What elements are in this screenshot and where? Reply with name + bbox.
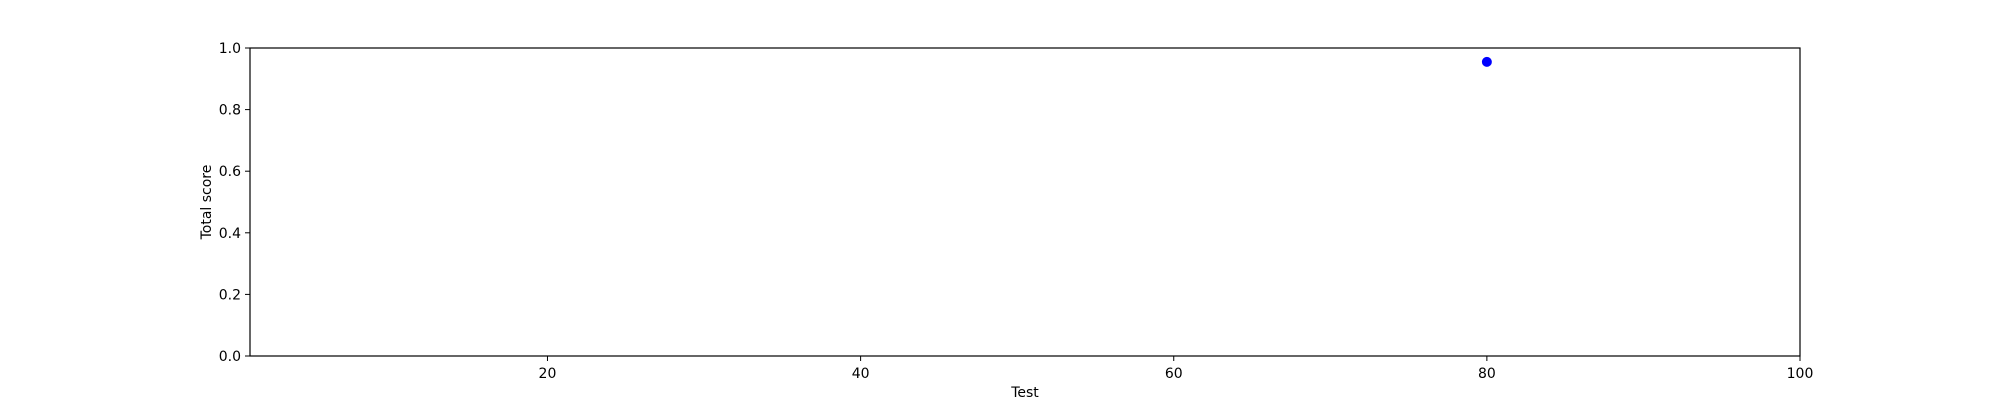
data-point [1481, 56, 1492, 67]
y-tick-label: 0.2 [219, 287, 241, 303]
y-axis-ticks: 0.0 0.2 0.4 0.6 0.8 1.0 [219, 41, 250, 365]
x-tick-label: 40 [852, 366, 870, 382]
plot-frame [249, 47, 1801, 357]
y-tick-label: 1.0 [219, 41, 241, 57]
y-tick-label: 0.4 [219, 226, 241, 242]
x-tick-label: 80 [1478, 366, 1496, 382]
x-axis-label: Test [1010, 385, 1039, 400]
y-tick-label: 0.6 [219, 164, 241, 180]
y-axis-label: Total score [199, 165, 215, 241]
y-tick-label: 0.0 [219, 349, 241, 365]
y-tick-label: 0.8 [219, 103, 241, 119]
x-tick-label: 20 [539, 366, 557, 382]
x-axis-ticks: 20 40 60 80 100 [539, 356, 1814, 382]
x-tick-label: 100 [1787, 366, 1814, 382]
data-points [1481, 56, 1492, 67]
x-tick-label: 60 [1165, 366, 1183, 382]
